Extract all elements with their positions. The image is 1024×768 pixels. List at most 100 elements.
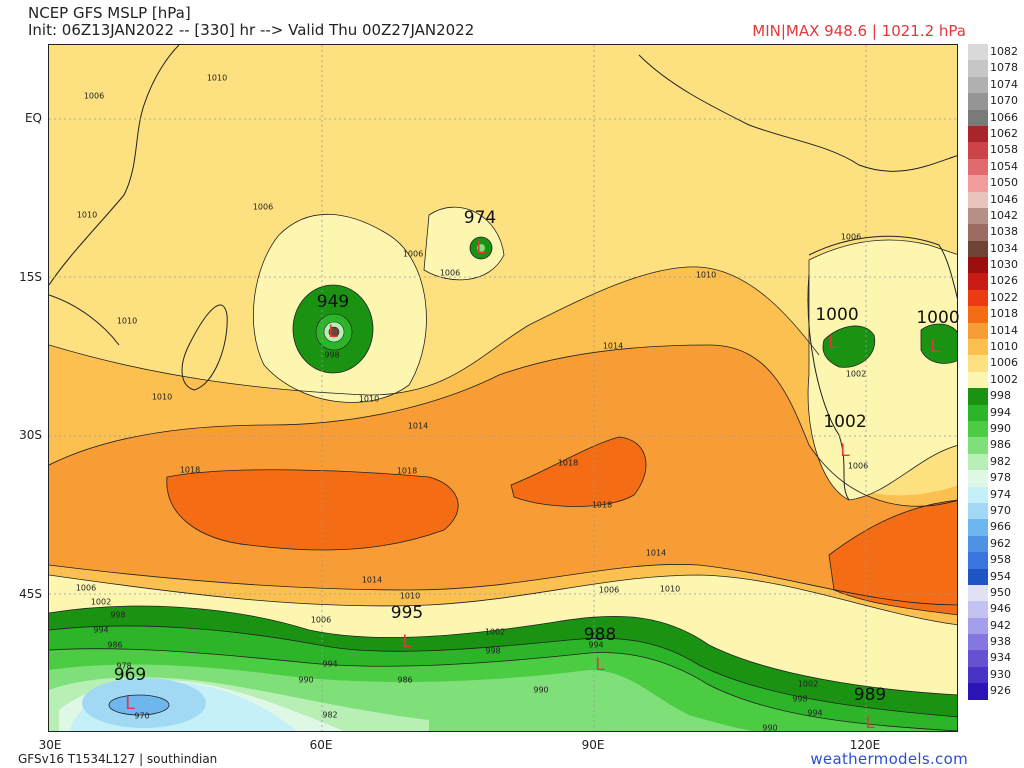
isobar-label: 994 (93, 625, 109, 635)
lon-label-30e: 30E (38, 738, 62, 752)
colorbar-swatch (968, 502, 988, 520)
colorbar-row: 1038 (968, 224, 1024, 241)
colorbar-swatch (968, 125, 988, 143)
isobar-label: 998 (485, 646, 501, 656)
isobars (49, 266, 957, 731)
low-label-989: 989 (853, 685, 887, 705)
colorbar-level-label: 942 (990, 618, 1011, 632)
colorbar-row: 1078 (968, 60, 1024, 77)
colorbar-level-label: 950 (990, 585, 1011, 599)
colorbar-level-label: 974 (990, 487, 1011, 501)
colorbar-level-label: 954 (990, 569, 1011, 583)
pressure-map[interactable] (48, 44, 958, 732)
colorbar-row: 946 (968, 601, 1024, 618)
isobar-label: 990 (533, 685, 549, 695)
colorbar-swatch (968, 371, 988, 389)
site-credit[interactable]: weathermodels.com (810, 750, 968, 768)
lat-label-eq: EQ (24, 111, 42, 125)
colorbar-row: 974 (968, 486, 1024, 503)
isobar-label: 1014 (602, 341, 624, 351)
isobar-label: 1002 (90, 597, 112, 607)
secondary-envelope (423, 206, 505, 281)
colorbar-swatch (968, 93, 988, 110)
colorbar-swatch (968, 388, 988, 405)
colorbar-level-label: 1070 (990, 94, 1018, 108)
colorbar-level-label: 958 (990, 553, 1011, 567)
indonesia-coastline (638, 54, 957, 172)
low-label-969: 969 (113, 665, 147, 685)
colorbar-swatch (968, 306, 988, 323)
colorbar-row: 990 (968, 420, 1024, 438)
colorbar-swatch (968, 257, 988, 274)
isobar-label: 1006 (402, 249, 424, 259)
colorbar-swatch (968, 666, 988, 684)
colorbar-swatch (968, 289, 988, 307)
colorbar-row: 934 (968, 650, 1024, 667)
min-max-readout: MIN|MAX 948.6 | 1021.2 hPa (752, 22, 966, 40)
colorbar-row: 1074 (968, 76, 1024, 94)
colorbar-row: 978 (968, 470, 1024, 487)
colorbar-row: 970 (968, 502, 1024, 520)
colorbar-level-label: 1006 (990, 356, 1018, 370)
colorbar-swatch (968, 191, 988, 208)
isobar-label: 1002 (845, 369, 867, 379)
colorbar-level-label: 934 (990, 651, 1011, 665)
low-marker-949: L (328, 322, 338, 342)
isobar-label: 1006 (598, 585, 620, 595)
colorbar-level-label: 1050 (990, 176, 1018, 190)
colorbar-level-label: 1042 (990, 208, 1018, 222)
lon-label-60e: 60E (309, 738, 333, 752)
isobar-label: 994 (588, 640, 604, 650)
colorbar-row: 1034 (968, 240, 1024, 258)
isobar-label: 994 (322, 659, 338, 669)
colorbar-row: 958 (968, 552, 1024, 569)
colorbar-swatch (968, 535, 988, 553)
colorbar-row: 982 (968, 453, 1024, 471)
colorbar-swatch (968, 175, 988, 192)
colorbar-swatch (968, 453, 988, 471)
isobar-label: 1006 (252, 202, 274, 212)
colorbar-row: 1042 (968, 207, 1024, 225)
colorbar-level-label: 962 (990, 536, 1011, 550)
low-marker-1000-east: L (930, 337, 940, 357)
colorbar-level-label: 1030 (990, 258, 1018, 272)
isobar-label: 986 (397, 675, 413, 685)
low-marker-1002: L (840, 441, 850, 461)
isobar-label: 1002 (484, 627, 506, 637)
low-label-995: 995 (390, 603, 424, 623)
isobar-label: 998 (324, 350, 340, 360)
low-label-1000-west: 1000 (815, 305, 859, 325)
colorbar-level-label: 1054 (990, 159, 1018, 173)
colorbar-level-label: 1082 (990, 45, 1018, 58)
low-1000-east (920, 323, 957, 364)
colorbar-level-label: 982 (990, 454, 1011, 468)
isobar-label: 1018 (591, 500, 613, 510)
colorbar-swatch (968, 584, 988, 602)
colorbar-swatch (968, 519, 988, 536)
colorbar-level-label: 926 (990, 684, 1011, 698)
colorbar-level-label: 1074 (990, 77, 1018, 91)
colorbar-row: 1026 (968, 273, 1024, 290)
colorbar-level-label: 1058 (990, 143, 1018, 157)
colorbar-swatch (968, 158, 988, 176)
colorbar-level-label: 986 (990, 438, 1011, 452)
colorbar-level-label: 970 (990, 503, 1011, 517)
colorbar-row: 1022 (968, 289, 1024, 307)
pressure-map-canvas (49, 45, 957, 731)
colorbar-row: 962 (968, 535, 1024, 553)
colorbar-row: 950 (968, 584, 1024, 602)
isobar-label: 994 (807, 708, 823, 718)
isobar-label: 1018 (557, 458, 579, 468)
lat-label-45s: 45S (19, 587, 42, 601)
colorbar-level-label: 1022 (990, 290, 1018, 304)
colorbar-row: 1030 (968, 257, 1024, 274)
maritime-region (609, 45, 957, 187)
australia-west-coastline (807, 274, 850, 501)
africa-coastline (49, 45, 180, 286)
high-cell-west (166, 469, 459, 551)
map-title: NCEP GFS MSLP [hPa] (28, 4, 191, 22)
isobar-label: 1010 (399, 591, 421, 601)
colorbar-row: 1018 (968, 306, 1024, 323)
colorbar-row: 1082 (968, 44, 1024, 61)
isobar-label: 1010 (659, 584, 681, 594)
